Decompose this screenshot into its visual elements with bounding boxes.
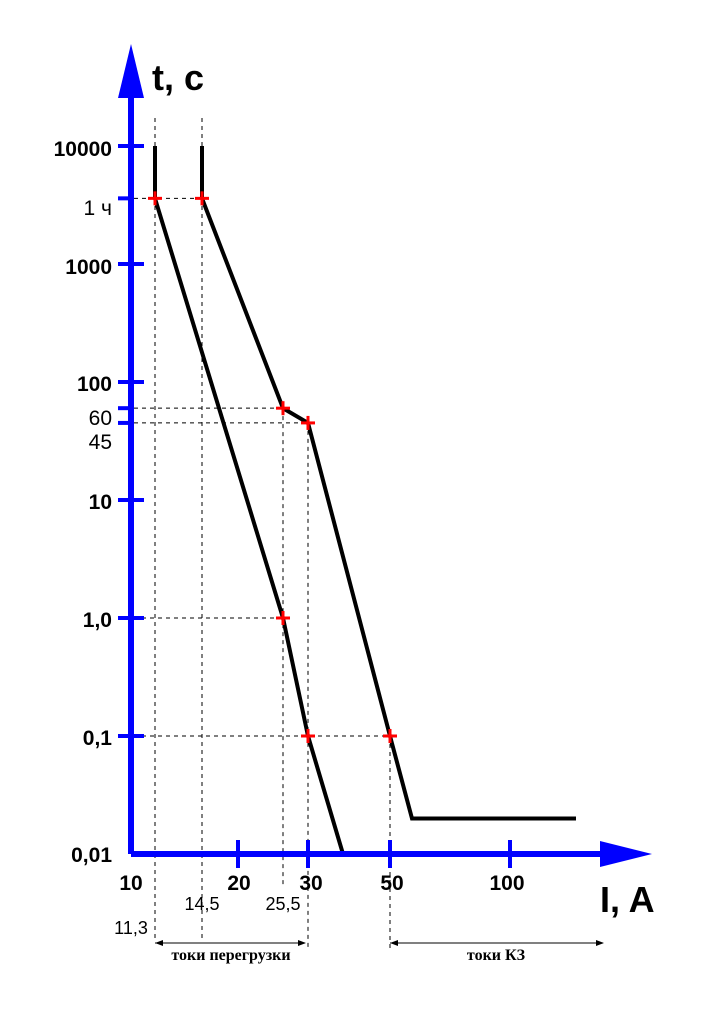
x-tick-label: 50 [380, 872, 403, 895]
y-tick-label: 60 [89, 407, 112, 430]
curve-point-marker [195, 191, 209, 206]
x-mark-label: 11,3 [114, 918, 148, 938]
curve-point-marker [276, 401, 290, 416]
overload-span-right-arrow [298, 940, 306, 946]
series-line-1 [153, 146, 576, 856]
curve-point-marker [301, 415, 315, 430]
x-mark-label: 25,5 [265, 894, 300, 914]
labels: t, c I, A 10000 1 ч 1000 100 60 45 10 1,… [54, 57, 655, 964]
short-circuit-span-right-arrow [596, 940, 604, 946]
guide-lines [118, 118, 391, 948]
y-tick-label: 0,1 [83, 727, 113, 750]
x-tick-label: 10 [119, 872, 142, 895]
y-tick-label: 0,01 [71, 844, 112, 867]
x-mark-label: 14,5 [184, 894, 219, 914]
x-axis-arrow [600, 841, 652, 867]
y-tick-label: 45 [89, 431, 112, 454]
y-tick-label: 1 ч [84, 197, 112, 220]
curve-point-marker [276, 611, 290, 625]
curve-point-marker [148, 191, 162, 206]
series-line-2 [200, 146, 576, 821]
y-axis-title: t, c [152, 57, 204, 98]
y-tick-label: 1,0 [83, 609, 112, 632]
x-tick-label: 100 [489, 872, 524, 895]
curve-point-marker [383, 729, 397, 743]
overload-zone-label: токи перегрузки [171, 947, 290, 964]
short-circuit-zone-label: токи КЗ [467, 947, 526, 964]
x-tick-label: 20 [227, 872, 250, 895]
y-axis-arrow [118, 44, 144, 98]
y-tick-label: 100 [77, 373, 112, 396]
curves [153, 146, 576, 856]
x-axis-title: I, A [600, 879, 655, 920]
x-tick-label: 30 [299, 872, 322, 895]
y-tick-label: 1000 [65, 256, 112, 279]
markers [148, 191, 397, 743]
overload-span-left-arrow [155, 940, 163, 946]
y-tick-label: 10000 [54, 138, 112, 161]
curve-point-marker [301, 729, 315, 743]
y-tick-label: 10 [89, 491, 112, 514]
axes [118, 44, 652, 868]
zone-spans [155, 940, 604, 946]
short-circuit-span-left-arrow [390, 940, 398, 946]
